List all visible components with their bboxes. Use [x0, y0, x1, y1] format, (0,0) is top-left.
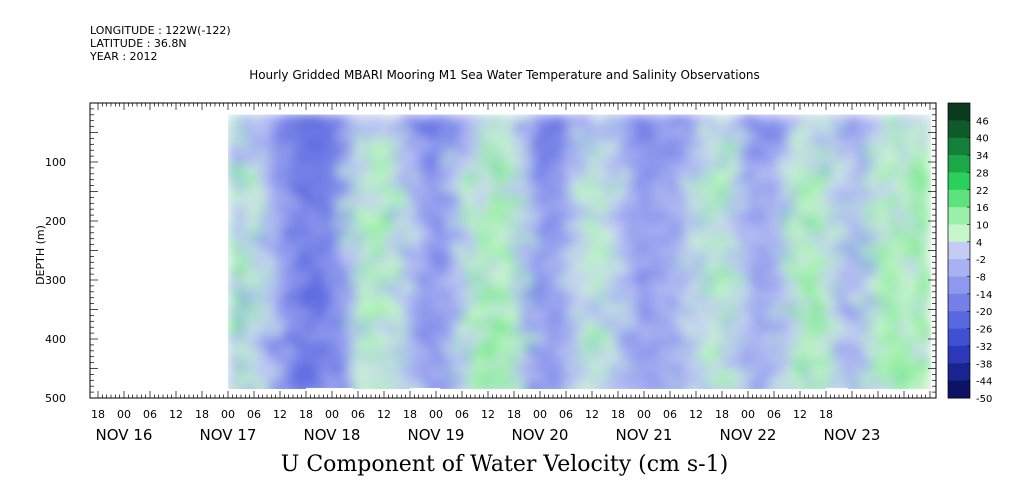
colorbar-label: 40	[976, 134, 989, 145]
x-hour-tick-label: 18	[611, 408, 625, 421]
colorbar-swatch	[948, 172, 970, 191]
x-hour-tick-label: 18	[403, 408, 417, 421]
x-hour-tick-label: 18	[715, 408, 729, 421]
x-hour-tick-label: 18	[507, 408, 521, 421]
colorbar-swatch	[948, 189, 970, 208]
x-hour-tick-label: 06	[767, 408, 781, 421]
colorbar: 46 40 34 28 22 16 10 4 -2 -8 -14 -20 -26 -32 -38 -44 -50	[947, 102, 992, 405]
x-hour-tick-label: 06	[455, 408, 469, 421]
colorbar-label: -38	[976, 359, 992, 370]
x-hour-tick-label: 18	[91, 408, 105, 421]
colorbar-swatch	[948, 276, 970, 295]
y-tick-label: 500	[45, 392, 66, 405]
x-day-tick-label: NOV 19	[408, 426, 465, 444]
colorbar-label: 22	[976, 186, 989, 197]
data-gap	[410, 387, 441, 393]
chart-title: Hourly Gridded MBARI Mooring M1 Sea Wate…	[249, 68, 760, 82]
x-hour-tick-label: 18	[195, 408, 209, 421]
colorbar-label: -44	[976, 377, 992, 388]
longitude-label: LONGITUDE : 122W(-122)	[90, 24, 231, 37]
colorbar-swatch	[948, 311, 970, 330]
data-gaps	[306, 387, 848, 393]
colorbar-swatch	[948, 345, 970, 364]
colorbar-label: -50	[976, 394, 992, 405]
variable-title: U Component of Water Velocity (cm s-1)	[280, 452, 729, 477]
colorbar-swatch	[948, 120, 970, 139]
heatmap-chart: 18 00 06 12 18 00 06 12 18 00 06 12 18 00 06 12 18 00 06 12…	[34, 102, 992, 444]
x-axis: 18 00 06 12 18 00 06 12 18 00 06 12 18 00 06 12 18 00 06 12…	[91, 103, 931, 444]
x-hour-tick-label: 00	[429, 408, 443, 421]
y-tick-label: 100	[45, 156, 66, 169]
x-day-tick-label: NOV 18	[304, 426, 361, 444]
y-tick-label: 200	[45, 215, 66, 228]
colorbar-label: 34	[976, 151, 989, 162]
colorbar-label: 4	[976, 238, 982, 249]
x-day-tick-label: NOV 23	[824, 426, 881, 444]
x-hour-tick-label: 12	[793, 408, 807, 421]
x-hour-tick-label: 00	[741, 408, 755, 421]
y-tick-label: 400	[45, 333, 66, 346]
x-hour-tick-label: 00	[221, 408, 235, 421]
colorbar-label: -26	[976, 325, 992, 336]
x-hour-tick-label: 06	[663, 408, 677, 421]
colorbar-swatch	[948, 224, 970, 243]
x-hour-tick-label: 18	[299, 408, 313, 421]
colorbar-label: -20	[976, 307, 992, 318]
x-hour-tick-label: 06	[351, 408, 365, 421]
colorbar-label: 10	[976, 220, 989, 231]
x-hour-tick-label: 18	[819, 408, 833, 421]
colorbar-label: 46	[976, 116, 989, 127]
x-day-tick-label: NOV 16	[96, 426, 153, 444]
colorbar-swatch	[948, 103, 970, 121]
colorbar-swatch	[948, 328, 970, 347]
colorbar-label: -32	[976, 342, 992, 353]
x-day-tick-label: NOV 17	[200, 426, 257, 444]
x-day-tick-label: NOV 22	[720, 426, 777, 444]
x-hour-tick-label: 12	[377, 408, 391, 421]
data-gap	[826, 387, 848, 393]
colorbar-swatch	[948, 293, 970, 312]
velocity-field	[228, 114, 931, 389]
x-hour-tick-label: 00	[325, 408, 339, 421]
x-hour-tick-label: 12	[481, 408, 495, 421]
x-day-tick-label: NOV 21	[616, 426, 673, 444]
colorbar-swatch	[948, 259, 970, 278]
latitude-label: LATITUDE : 36.8N	[90, 37, 187, 50]
x-hour-tick-label: 12	[273, 408, 287, 421]
x-hour-tick-label: 06	[247, 408, 261, 421]
colorbar-label: -8	[976, 273, 986, 284]
x-hour-tick-label: 06	[143, 408, 157, 421]
colorbar-swatch	[948, 363, 970, 382]
colorbar-label: -2	[976, 255, 986, 266]
x-day-tick-label: NOV 20	[512, 426, 569, 444]
colorbar-swatch	[948, 380, 970, 399]
data-gap	[306, 387, 354, 393]
x-hour-tick-label: 00	[117, 408, 131, 421]
x-hour-tick-label: 12	[689, 408, 703, 421]
colorbar-swatch	[948, 137, 970, 156]
colorbar-swatch	[948, 207, 970, 225]
x-hour-tick-label: 12	[169, 408, 183, 421]
colorbar-swatch	[948, 241, 970, 260]
y-axis: 100 200 300 400 500	[45, 102, 936, 405]
colorbar-label: 28	[976, 168, 989, 179]
y-axis-label: DEPTH (m)	[34, 225, 47, 285]
y-tick-label: 300	[45, 274, 66, 287]
colorbar-swatch	[948, 155, 970, 173]
x-hour-tick-label: 12	[585, 408, 599, 421]
colorbar-label: -14	[976, 290, 992, 301]
colorbar-label: 16	[976, 203, 989, 214]
x-hour-tick-label: 00	[637, 408, 651, 421]
x-hour-tick-label: 06	[559, 408, 573, 421]
x-hour-tick-label: 00	[533, 408, 547, 421]
year-label: YEAR : 2012	[90, 50, 158, 63]
